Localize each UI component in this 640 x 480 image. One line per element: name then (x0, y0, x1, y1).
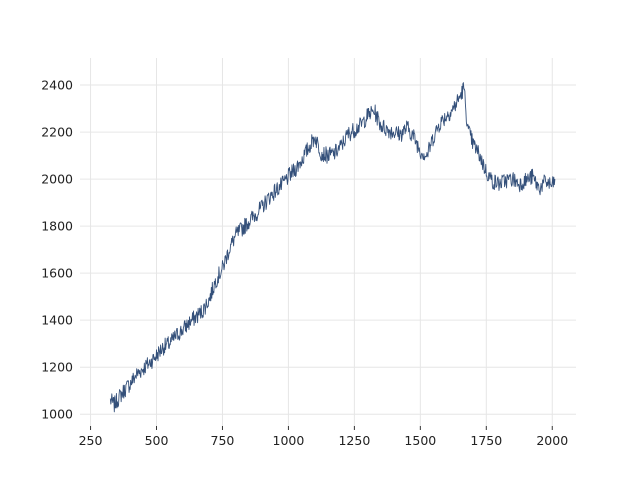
grid-layer (80, 58, 576, 426)
x-tick-label: 500 (145, 433, 169, 448)
y-tick-label: 1000 (41, 407, 73, 422)
series-layer (109, 82, 556, 413)
x-tick-label: 1750 (470, 433, 502, 448)
x-tick-label: 2000 (536, 433, 568, 448)
x-tick-label: 1500 (404, 433, 436, 448)
series-line-0 (109, 82, 556, 413)
x-tick-label: 1000 (273, 433, 305, 448)
x-tick-label: 750 (211, 433, 235, 448)
y-tick-label: 1200 (41, 360, 73, 375)
x-tick-label: 1250 (338, 433, 370, 448)
y-tick-label: 1400 (41, 313, 73, 328)
axis-layer: 1000 1200 1400 1600 1800 2000 2200 2400 250 500 75… (41, 78, 568, 448)
y-tick-label: 2200 (41, 125, 73, 140)
y-tick-label: 2400 (41, 78, 73, 93)
x-tick-label: 250 (79, 433, 103, 448)
y-tick-label: 1600 (41, 266, 73, 281)
y-tick-label: 2000 (41, 172, 73, 187)
y-tick-label: 1800 (41, 219, 73, 234)
